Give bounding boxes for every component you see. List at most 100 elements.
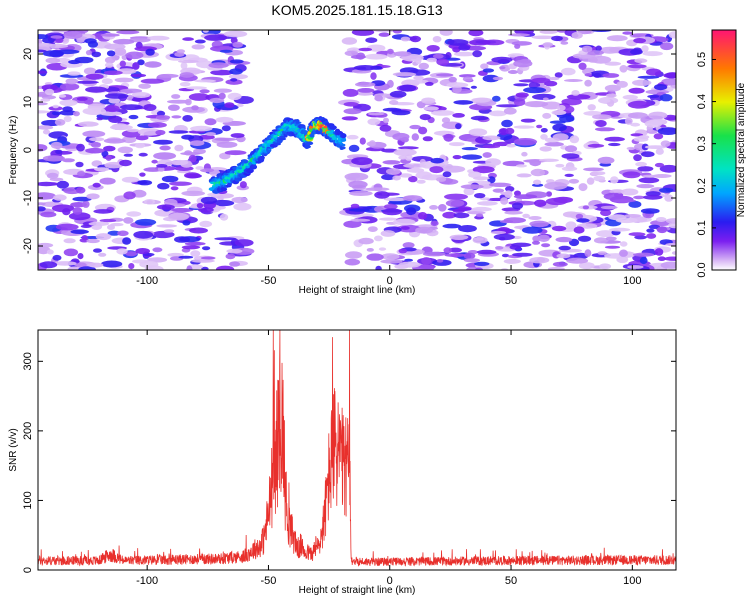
- spectrogram-cell: [185, 98, 192, 106]
- spectrogram-cell: [474, 267, 484, 270]
- spectrogram-cell: [63, 31, 83, 39]
- spectrogram-cell: [500, 191, 512, 196]
- spectrogram-cell: [398, 248, 408, 254]
- spectrogram-cell: [597, 156, 615, 164]
- spectrogram-cell: [351, 157, 373, 166]
- spectrogram-cell: [452, 113, 465, 118]
- spectrogram-cell: [146, 200, 153, 205]
- spectrogram-cell: [578, 183, 588, 192]
- spectrogram-cell: [186, 86, 207, 90]
- spectrogram-cell: [603, 192, 624, 200]
- spectrogram-cell: [144, 265, 164, 270]
- spectrogram-cell: [72, 111, 80, 117]
- spectrogram-cell: [126, 128, 140, 133]
- spectrogram-cell: [505, 186, 515, 192]
- spectrogram-cell: [400, 226, 410, 230]
- spectrogram-cell: [168, 130, 189, 134]
- x-tick-label: 0: [387, 575, 393, 587]
- spectrogram-cell: [87, 262, 104, 268]
- spectrogram-cell: [521, 151, 528, 157]
- spectrogram-cell: [461, 147, 478, 151]
- spectrogram-cell: [100, 33, 120, 37]
- spectrogram-cell: [45, 57, 61, 64]
- spectrogram-cell: [82, 200, 90, 208]
- spectrogram-cell: [392, 30, 402, 34]
- spectrogram-cell: [381, 148, 398, 153]
- spectrogram-cell: [664, 194, 674, 202]
- spectrogram-cell: [463, 252, 476, 260]
- spectrogram-cell: [55, 223, 79, 231]
- spectrogram-cell: [374, 191, 390, 199]
- spectrogram-cell: [616, 80, 628, 88]
- spectrogram-cell: [101, 78, 113, 85]
- spectrogram-cell: [469, 39, 491, 46]
- spectrogram-cell: [594, 127, 616, 132]
- spectrogram-cell: [587, 143, 605, 148]
- spectrogram-cell: [232, 41, 243, 48]
- spectrogram-cell: [492, 95, 501, 102]
- spectrogram-cell: [658, 187, 674, 193]
- spectrogram-cell: [600, 205, 618, 210]
- spectrogram-cell: [194, 39, 206, 44]
- y-tick-label: 300: [22, 352, 34, 370]
- spectrogram-cell: [479, 197, 491, 201]
- spectrogram-cell: [400, 36, 411, 42]
- spectrogram-cell: [374, 235, 383, 242]
- spectrogram-cell: [485, 158, 501, 167]
- spectrogram-cell: [627, 112, 648, 119]
- spectrogram-cell: [474, 193, 486, 199]
- spectrogram-cell: [659, 164, 676, 173]
- spectrogram-cell: [398, 155, 408, 160]
- spectrogram-cell: [62, 208, 71, 216]
- spectrogram-cell: [194, 79, 217, 83]
- spectrogram-cell: [155, 129, 166, 136]
- spectrogram-cell: [170, 186, 179, 191]
- spectrogram-cell: [423, 106, 439, 111]
- spectrogram-cell: [358, 237, 374, 245]
- spectrogram-cell: [565, 221, 577, 230]
- spectrogram-cell: [229, 68, 243, 75]
- colorbar-tick-label: 0.3: [696, 136, 708, 151]
- spectrogram-cell: [209, 97, 225, 104]
- spectrogram-cell: [522, 213, 530, 218]
- spectrogram-cell: [392, 132, 410, 141]
- spectrogram-cell: [552, 133, 569, 141]
- y-tick-label: 0: [22, 147, 34, 153]
- y-tick-label: -10: [22, 190, 34, 206]
- spectrogram-cell: [500, 197, 509, 205]
- spectrogram-cell: [122, 237, 132, 245]
- spectrogram-cell: [495, 104, 520, 108]
- spectrogram-y-ticks: -20 -10 0 10 20: [22, 48, 676, 254]
- spectrogram-cell: [174, 144, 184, 152]
- spectrogram-cell: [138, 152, 148, 157]
- spectrogram-cell: [393, 148, 417, 156]
- spectrogram-cell: [63, 248, 79, 257]
- spectrogram-cell: [548, 76, 560, 81]
- spectrogram-cell: [383, 197, 407, 202]
- spectrogram-cell: [482, 144, 501, 149]
- spectrogram-cell: [499, 66, 506, 70]
- colorbar-label: Normalized spectral amplitude: [736, 82, 747, 217]
- spectrogram-cell: [511, 202, 524, 210]
- spectrogram-cell: [342, 88, 359, 97]
- spectrogram-cell: [68, 59, 81, 65]
- spectrogram-cell: [188, 154, 197, 163]
- spectrogram-cell: [383, 117, 389, 124]
- spectrogram-cell: [638, 177, 660, 184]
- spectrogram-cell: [664, 256, 676, 261]
- spectrogram-cell: [180, 62, 188, 70]
- spectrogram-cell: [188, 93, 210, 101]
- colorbar: 0.0 0.1 0.2 0.3 0.4 0.5 Normalized spectral a…: [696, 29, 747, 278]
- spectrogram-cell: [458, 206, 472, 211]
- spectrogram-cell: [77, 121, 99, 127]
- spectrogram-cell: [540, 128, 548, 133]
- spectrogram-cell: [654, 248, 664, 256]
- spectrogram-cell: [523, 87, 547, 94]
- spectrogram-cell: [125, 251, 138, 257]
- spectrogram-cell: [513, 138, 538, 146]
- spectrogram-cell: [409, 35, 421, 43]
- spectrogram-cell: [138, 83, 151, 89]
- spectrogram-cell: [566, 257, 589, 264]
- spectrogram-cell: [446, 82, 469, 88]
- spectrogram-cell: [116, 248, 128, 255]
